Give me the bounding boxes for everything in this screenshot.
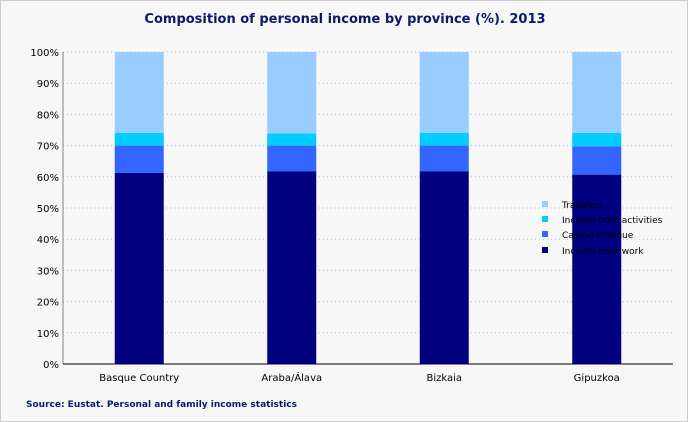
- legend-swatch: [542, 247, 548, 253]
- y-tick-label: 60%: [37, 173, 59, 184]
- x-tick-label: Bizkaia: [426, 373, 462, 384]
- bar-segment: [572, 146, 622, 175]
- bar-segment: [267, 133, 317, 146]
- chart-title: Composition of personal income by provin…: [144, 12, 546, 27]
- source-note: Source: Eustat. Personal and family inco…: [26, 400, 297, 410]
- y-tick-label: 50%: [37, 204, 59, 215]
- bar-segment: [267, 171, 317, 364]
- plot-area: 0% 10% 20% 30% 40% 50% 60% 70% 80% 90% 100% Basque …: [30, 48, 673, 384]
- y-tick-label: 20%: [37, 298, 59, 309]
- x-tick-label: Basque Country: [99, 373, 179, 384]
- legend-label: Transfers: [561, 201, 603, 211]
- legend-label: Capital revenue: [562, 231, 634, 241]
- legend-label: Income from activities: [562, 216, 663, 226]
- bar-segment: [572, 174, 622, 364]
- x-tick-label: Araba/Álava: [261, 371, 322, 384]
- bar-segment: [572, 52, 622, 133]
- bar-segment: [419, 132, 469, 146]
- y-tick-label: 40%: [37, 235, 59, 246]
- y-tick-label: 10%: [37, 329, 59, 340]
- bar-segment: [572, 132, 622, 147]
- bar-segment: [419, 171, 469, 364]
- bar-segment: [267, 145, 317, 172]
- bar-segment: [114, 172, 164, 364]
- legend-swatch: [542, 216, 548, 222]
- y-tick-label: 0%: [43, 360, 59, 371]
- bar-segment: [114, 145, 164, 173]
- y-tick-label: 70%: [37, 142, 59, 153]
- x-tick-label: Gipuzkoa: [574, 373, 620, 384]
- y-tick-label: 100%: [30, 48, 59, 59]
- bar-segment: [114, 52, 164, 133]
- legend-swatch: [542, 231, 548, 237]
- bar-segment: [267, 52, 317, 134]
- legend-label: Income from work: [562, 247, 644, 257]
- y-tick-label: 30%: [37, 266, 59, 277]
- legend-swatch: [542, 201, 548, 207]
- bar-segment: [114, 132, 164, 146]
- bar-segment: [419, 52, 469, 133]
- bar-segment: [419, 145, 469, 172]
- y-tick-label: 90%: [37, 79, 59, 90]
- y-tick-label: 80%: [37, 110, 59, 121]
